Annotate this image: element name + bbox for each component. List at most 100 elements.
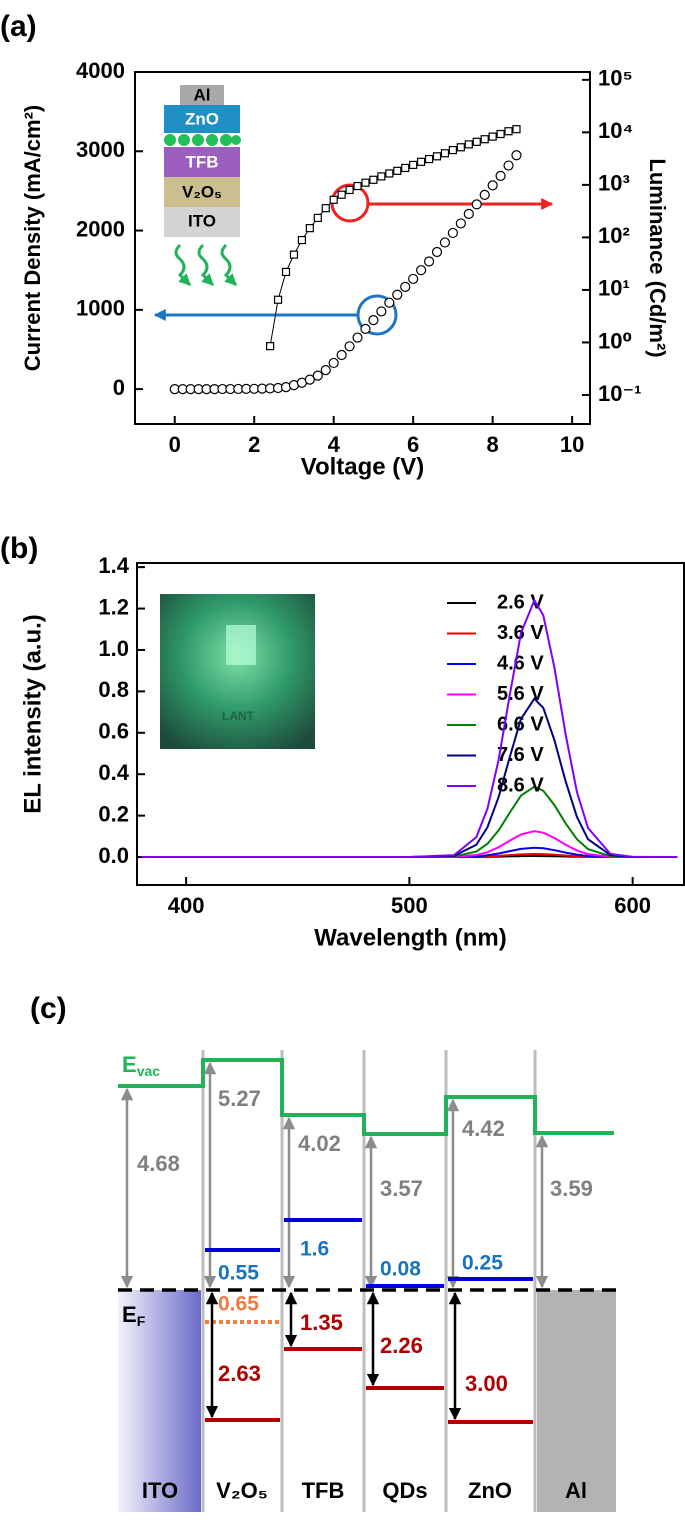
y-tick-label: 0.4 (98, 760, 129, 785)
circle-marker (360, 323, 371, 334)
y2-axis-label: Luminance (Cd/m²) (645, 158, 670, 357)
v2o5-layer (164, 177, 240, 207)
photo (160, 594, 315, 749)
al-layer (180, 85, 224, 105)
spectrum-line (141, 830, 678, 859)
conduction-offset-label: 0.55 (218, 1262, 259, 1285)
square-marker (273, 295, 283, 304)
x-tick-label: 0 (169, 432, 181, 457)
square-marker (329, 195, 338, 204)
conduction-offset-label: 1.6 (300, 1238, 329, 1261)
square-marker (281, 267, 291, 277)
square-marker (377, 172, 386, 181)
layer-name: V₂O₅ (216, 1478, 268, 1503)
circle-marker (431, 246, 443, 258)
square-marker (369, 175, 378, 184)
plot-frame (136, 562, 685, 886)
al-electrode (537, 1290, 616, 1512)
circle-marker (400, 281, 411, 292)
y-tick-label: 3000 (76, 137, 125, 162)
circle-marker (328, 357, 339, 369)
conduction-offset-label: 0.25 (462, 1252, 503, 1275)
square-marker (472, 137, 481, 146)
square-marker (440, 149, 450, 158)
legend-label: 8.6 V (497, 774, 544, 796)
vacuum-gap-label: 3.59 (550, 1176, 593, 1201)
y-tick-label: 1.2 (98, 594, 129, 619)
conduction-offset-label: 0.08 (380, 1258, 421, 1281)
fermi-level-label: EF (122, 1302, 146, 1329)
defect-offset-label: 0.65 (218, 1293, 259, 1316)
panel-label: (a) (0, 10, 37, 43)
square-marker (305, 224, 314, 233)
tfb-layer (164, 147, 240, 177)
y-tick-label: 0.0 (98, 843, 129, 868)
legend-label: 7.6 V (497, 744, 544, 766)
square-marker (353, 181, 362, 191)
subscript: F (137, 1313, 146, 1329)
y2-tick-label: 10⁻¹ (598, 381, 641, 406)
legend-label: 6.6 V (497, 713, 544, 735)
y-tick-label: 2000 (76, 216, 125, 241)
circle-marker (463, 208, 474, 220)
x-axis-label: Wavelength (nm) (314, 924, 506, 951)
device-photo-inset (160, 594, 315, 749)
circle-marker (511, 150, 522, 161)
circle-marker (312, 370, 323, 381)
x-tick-label: 400 (168, 893, 205, 918)
x-axis-label: Voltage (V) (301, 453, 425, 480)
circle-marker (408, 273, 419, 285)
zno-layer (164, 105, 240, 133)
square-marker (480, 135, 489, 144)
layer-name: TFB (302, 1478, 345, 1503)
circle-marker (503, 160, 514, 171)
qd-dots (164, 134, 241, 146)
square-marker (266, 342, 275, 351)
y-tick-label: 0.6 (98, 719, 129, 744)
valence-offset-label: 2.63 (218, 1361, 261, 1386)
circle-marker (376, 306, 387, 317)
square-marker (385, 169, 394, 178)
y-tick-label: 1.0 (98, 636, 129, 661)
y-tick-label: 0.8 (98, 677, 129, 702)
square-marker (345, 185, 354, 195)
layer-name: ITO (142, 1478, 178, 1503)
x-tick-label: 2 (248, 432, 260, 457)
emission-arrows (174, 243, 238, 287)
y2-tick-label: 10⁵ (598, 66, 633, 91)
symbol: E (122, 1302, 137, 1327)
square-marker (337, 190, 346, 199)
y-tick-label: 4000 (76, 58, 125, 83)
y2-tick-label: 10¹ (598, 276, 630, 301)
photo-text: LANT (222, 709, 255, 723)
panel-label: (c) (30, 992, 67, 1025)
circle-marker (320, 364, 331, 376)
circle-marker (487, 180, 498, 191)
square-marker (448, 145, 458, 155)
circle-marker (344, 341, 355, 352)
layer-label: ZnO (185, 109, 219, 128)
square-marker (361, 178, 370, 187)
y2-tick-label: 10³ (598, 171, 630, 196)
vacuum-gap-label: 4.68 (137, 1151, 180, 1176)
legend-label: 4.6 V (497, 652, 544, 674)
vacuum-gap-label: 4.42 (462, 1116, 505, 1141)
device-stack-inset (164, 85, 241, 287)
square-marker (424, 154, 434, 164)
circle-marker (304, 374, 315, 385)
x-tick-label: 4 (328, 432, 341, 457)
spectrum-line (141, 598, 678, 859)
circle-marker (455, 218, 466, 229)
square-marker (512, 125, 521, 134)
vacuum-level-label: Evac (122, 1052, 160, 1079)
valence-offset-label: 2.26 (380, 1333, 423, 1358)
x-tick-label: 8 (487, 432, 499, 457)
y-tick-label: 1000 (76, 296, 125, 321)
circle-marker (384, 297, 395, 308)
circle-marker (336, 349, 347, 361)
layer-label: TFB (185, 152, 218, 171)
ito-electrode (118, 1290, 201, 1512)
square-marker (393, 166, 402, 175)
